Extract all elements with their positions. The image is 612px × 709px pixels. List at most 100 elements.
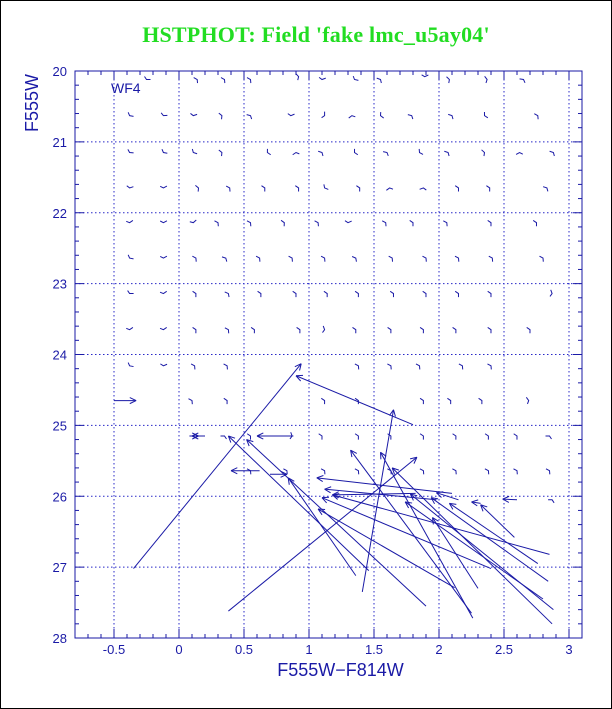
short-displacement-vector xyxy=(255,255,261,262)
y-tick-label: 21 xyxy=(53,135,67,150)
short-displacement-vector xyxy=(487,220,492,227)
displacement-vector xyxy=(430,497,549,582)
displacement-vector-head xyxy=(227,435,232,443)
short-displacement-vector xyxy=(525,397,530,405)
short-displacement-vector xyxy=(409,220,414,227)
displacement-vector-head xyxy=(471,499,479,503)
short-displacement-vector xyxy=(159,220,168,224)
short-displacement-vector xyxy=(481,149,486,157)
short-displacement-vector xyxy=(159,185,168,189)
short-displacement-vector xyxy=(352,327,357,334)
displacement-vector xyxy=(449,502,539,564)
displacement-vector xyxy=(321,497,492,570)
displacement-vector-head xyxy=(392,467,399,471)
short-displacement-vector xyxy=(318,433,323,440)
short-displacement-vector xyxy=(288,255,293,262)
short-displacement-vector xyxy=(549,289,553,297)
short-displacement-vector xyxy=(246,220,252,227)
displacement-vector xyxy=(133,363,302,569)
short-displacement-vector xyxy=(214,220,219,227)
short-displacement-vector xyxy=(193,77,199,84)
short-displacement-vector xyxy=(246,114,253,120)
displacement-vector-head xyxy=(350,449,358,454)
displacement-vector xyxy=(317,508,455,589)
short-displacement-vector xyxy=(127,149,134,154)
displacement-vector-head xyxy=(430,497,435,505)
displacement-vector-head xyxy=(287,477,295,482)
displacement-vector-head xyxy=(129,400,137,405)
short-displacement-vector xyxy=(534,113,539,120)
short-displacement-vector xyxy=(548,499,555,504)
displacement-vector-head xyxy=(410,493,418,497)
short-displacement-vector xyxy=(354,468,360,475)
short-displacement-vector xyxy=(266,148,271,156)
short-displacement-vector xyxy=(292,151,300,156)
short-displacement-vector xyxy=(418,148,424,155)
short-displacement-vector xyxy=(314,220,319,227)
short-displacement-vector xyxy=(513,433,518,440)
short-displacement-vector xyxy=(388,255,394,262)
displacement-vector-head xyxy=(431,497,439,500)
displacement-vector-head xyxy=(380,451,387,457)
displacement-vector xyxy=(480,504,515,538)
short-displacement-vector xyxy=(354,433,359,440)
displacement-vector-head xyxy=(432,517,439,522)
short-displacement-vector xyxy=(190,363,196,370)
short-displacement-vector xyxy=(159,255,168,259)
displacement-vector-head xyxy=(436,492,442,498)
short-displacement-vector xyxy=(444,150,450,157)
short-displacement-vector xyxy=(192,327,197,334)
displacement-vector-head xyxy=(332,491,339,496)
short-displacement-vector xyxy=(224,291,230,298)
displacement-vector-head xyxy=(230,470,238,475)
short-displacement-vector xyxy=(487,327,492,334)
displacement-vector xyxy=(391,467,553,625)
short-displacement-vector xyxy=(542,186,549,192)
short-displacement-vector xyxy=(387,433,392,440)
short-displacement-vector xyxy=(354,290,359,298)
short-displacement-vector xyxy=(192,255,197,262)
displacement-vector-head xyxy=(393,409,396,417)
displacement-vector-head xyxy=(502,498,510,503)
short-displacement-vector xyxy=(321,397,326,405)
short-displacement-vector xyxy=(382,151,389,157)
short-displacement-vector xyxy=(532,220,538,227)
displacement-vector-head xyxy=(324,488,331,494)
displacement-vector-head xyxy=(316,477,323,482)
short-displacement-vector xyxy=(454,255,460,262)
displacement-vector-head xyxy=(316,475,324,479)
short-displacement-vector xyxy=(381,220,387,227)
short-displacement-vector xyxy=(127,112,134,117)
displacement-vector-head xyxy=(256,435,264,440)
short-displacement-vector xyxy=(352,75,359,81)
short-displacement-vector xyxy=(250,327,255,334)
displacement-vector-head xyxy=(449,502,457,505)
short-displacement-vector xyxy=(295,73,300,81)
short-displacement-vector xyxy=(422,290,427,298)
short-displacement-vector xyxy=(387,363,392,370)
short-displacement-vector xyxy=(348,115,356,119)
displacement-vector xyxy=(502,498,518,501)
displacement-vector xyxy=(380,452,474,619)
displacement-vector-head xyxy=(280,473,288,478)
short-displacement-vector xyxy=(519,78,526,83)
displacement-vector-head xyxy=(256,432,264,437)
displacement-vector-head xyxy=(317,508,323,516)
short-displacement-vector xyxy=(526,327,531,334)
short-displacement-vector xyxy=(422,255,427,262)
short-displacement-vector xyxy=(353,148,359,156)
displacement-vector-head xyxy=(246,439,254,443)
displacement-vector xyxy=(410,493,554,611)
short-displacement-vector xyxy=(320,468,326,475)
short-displacement-vector xyxy=(354,397,359,405)
x-axis-label: F555W−F814W xyxy=(277,660,404,680)
vector-field xyxy=(114,73,555,625)
short-displacement-vector xyxy=(160,363,168,367)
displacement-vector xyxy=(436,492,459,501)
short-displacement-vector xyxy=(344,220,352,224)
short-displacement-vector xyxy=(446,76,450,84)
displacement-vector-head xyxy=(318,508,326,511)
displacement-vector xyxy=(295,375,414,426)
short-displacement-vector xyxy=(419,433,424,440)
displacement-vector-head xyxy=(471,501,478,507)
